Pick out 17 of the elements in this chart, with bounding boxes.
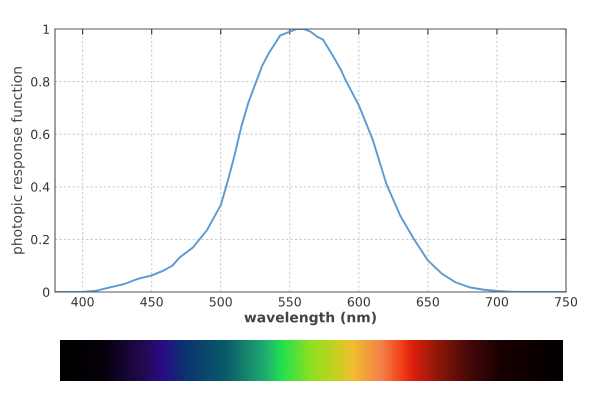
x-tick-label: 400 bbox=[71, 297, 94, 307]
y-axis-title: photopic response function bbox=[11, 67, 25, 254]
x-tick-label: 550 bbox=[278, 297, 301, 307]
y-tick-label: 0.4 bbox=[31, 182, 50, 192]
y-tick-label: 0.2 bbox=[31, 234, 49, 244]
x-tick-label: 450 bbox=[140, 297, 163, 307]
y-tick-label: 0 bbox=[43, 287, 50, 297]
x-tick-label: 700 bbox=[486, 297, 508, 307]
x-tick-label: 750 bbox=[555, 297, 578, 307]
x-tick-label: 500 bbox=[210, 297, 232, 307]
y-tick-label: 1 bbox=[44, 24, 49, 34]
x-axis-title: wavelength (nm) bbox=[244, 312, 376, 326]
y-tick-label: 0.8 bbox=[31, 77, 50, 87]
line-series bbox=[55, 29, 566, 292]
x-tick-label: 650 bbox=[416, 297, 439, 307]
y-tick-label: 0.6 bbox=[31, 130, 50, 140]
x-tick-label: 600 bbox=[348, 297, 370, 307]
